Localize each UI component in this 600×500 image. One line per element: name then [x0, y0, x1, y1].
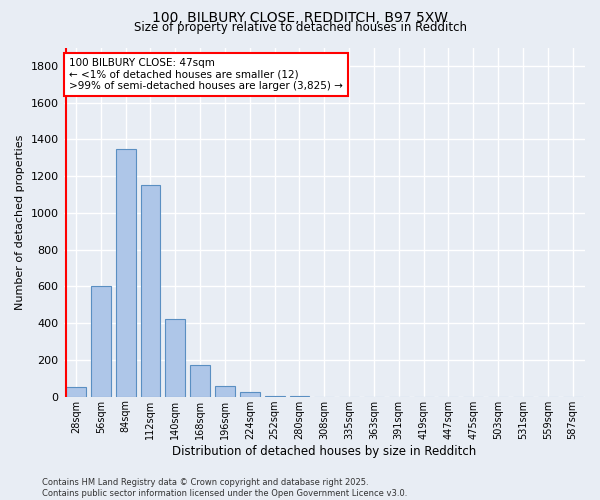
Bar [66, 388, 86, 396]
Text: Contains HM Land Registry data © Crown copyright and database right 2025.
Contai: Contains HM Land Registry data © Crown c… [42, 478, 407, 498]
Y-axis label: Number of detached properties: Number of detached properties [15, 134, 25, 310]
Bar [91, 286, 111, 397]
Text: 100, BILBURY CLOSE, REDDITCH, B97 5XW: 100, BILBURY CLOSE, REDDITCH, B97 5XW [152, 11, 448, 25]
Text: 100 BILBURY CLOSE: 47sqm
← <1% of detached houses are smaller (12)
>99% of semi-: 100 BILBURY CLOSE: 47sqm ← <1% of detach… [69, 58, 343, 91]
Bar [215, 386, 235, 396]
Bar [166, 320, 185, 396]
Bar [190, 364, 210, 396]
X-axis label: Distribution of detached houses by size in Redditch: Distribution of detached houses by size … [172, 444, 476, 458]
Bar [240, 392, 260, 396]
Text: Size of property relative to detached houses in Redditch: Size of property relative to detached ho… [133, 22, 467, 35]
Bar [116, 148, 136, 396]
Bar [140, 186, 160, 396]
